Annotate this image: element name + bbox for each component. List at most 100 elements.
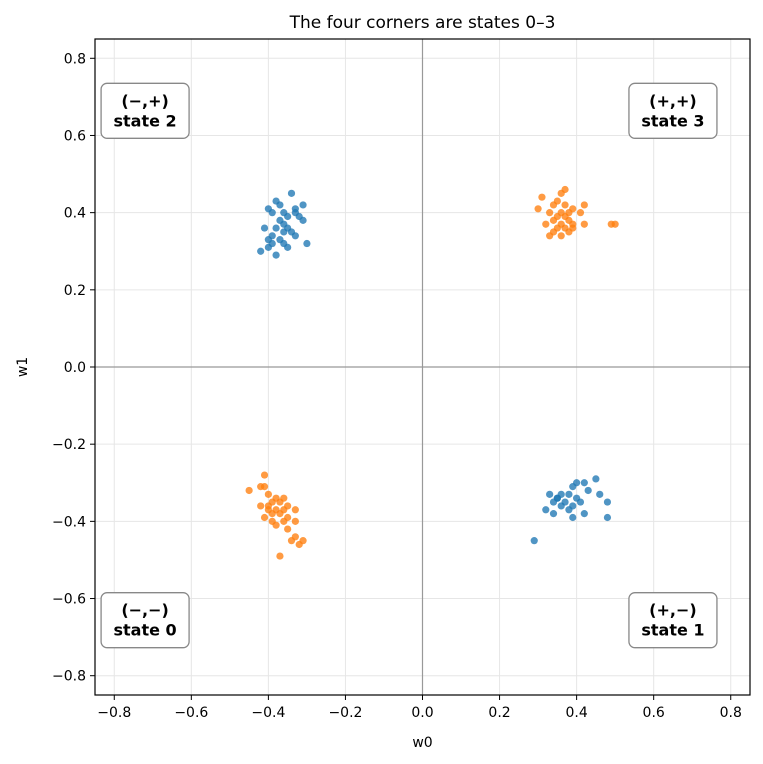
corner-label-box: (+,+)state 3: [628, 82, 718, 139]
x-tick-label: 0.4: [565, 705, 587, 721]
corner-label-frame: [100, 592, 190, 649]
corner-label-frame: [100, 82, 190, 139]
scatter-point-series-1: [546, 232, 554, 240]
scatter-point-series-0: [268, 209, 276, 217]
y-tick-label: −0.4: [52, 514, 86, 530]
corner-label-frame: [628, 592, 718, 649]
corner-label-sign: (−,+): [121, 91, 169, 110]
x-tick-label: 0.8: [720, 705, 742, 721]
scatter-point-series-1: [260, 471, 269, 479]
scatter-point-series-0: [584, 486, 592, 495]
scatter-point-series-0: [569, 513, 577, 522]
scatter-point-series-1: [280, 517, 288, 525]
scatter-point-series-0: [268, 239, 276, 248]
scatter-point-series-0: [284, 243, 292, 251]
scatter-point-series-1: [538, 193, 546, 201]
scatter-point-series-0: [603, 513, 612, 522]
x-tick-label: −0.6: [174, 705, 208, 721]
y-tick-label: 0.4: [64, 206, 86, 222]
scatter-point-series-0: [272, 251, 280, 259]
scatter-point-series-0: [291, 209, 299, 217]
x-tick-label: −0.8: [97, 705, 131, 721]
scatter-point-series-1: [557, 232, 565, 240]
scatter-point-series-1: [257, 483, 265, 491]
corner-label-state: state 1: [641, 621, 704, 640]
scatter-point-series-1: [276, 552, 284, 560]
scatter-point-series-1: [291, 517, 299, 525]
y-tick-label: 0.8: [64, 51, 86, 67]
y-tick-label: 0.0: [64, 360, 86, 376]
scatter-point-series-1: [276, 498, 284, 506]
scatter-point-series-1: [287, 537, 296, 545]
scatter-point-series-0: [549, 510, 558, 518]
scatter-point-series-1: [561, 201, 569, 209]
scatter-point-series-0: [280, 228, 288, 236]
scatter-point-series-1: [534, 205, 542, 213]
corner-label-frame: [628, 82, 718, 139]
x-tick-label: 0.2: [488, 705, 510, 721]
scatter-point-series-0: [565, 506, 573, 514]
corner-label-sign: (−,−): [121, 601, 169, 620]
scatter-point-series-0: [257, 247, 265, 255]
corner-label-state: state 2: [114, 111, 177, 130]
y-axis-label: w1: [15, 357, 31, 377]
scatter-point-series-1: [549, 201, 558, 209]
corner-label-sign: (+,+): [649, 91, 697, 110]
scatter-point-series-1: [569, 224, 577, 232]
scatter-point-series-0: [530, 537, 538, 545]
y-axis-ticks: −0.8 −0.6 −0.4 −0.2 0.0 0.2 0.4 0.6 0.8: [52, 51, 95, 685]
corner-label-state: state 3: [641, 111, 704, 130]
scatter-point-series-0: [303, 239, 311, 248]
scatter-point-series-0: [260, 224, 269, 232]
scatter-point-series-1: [295, 540, 303, 549]
scatter-point-series-0: [580, 479, 588, 487]
scatter-point-series-1: [276, 510, 284, 518]
scatter-point-series-1: [291, 506, 299, 514]
scatter-point-series-1: [580, 220, 588, 228]
scatter-point-series-1: [264, 506, 272, 514]
scatter-point-series-0: [291, 232, 299, 240]
scatter-point-series-1: [549, 216, 558, 224]
scatter-point-series-1: [576, 209, 585, 217]
y-tick-label: 0.2: [64, 283, 86, 299]
corner-label-box: (−,+)state 2: [100, 82, 190, 139]
scatter-point-series-0: [596, 490, 604, 498]
corner-label-box: (+,−)state 1: [628, 592, 718, 649]
chart-title: The four corners are states 0–3: [289, 13, 556, 33]
scatter-point-series-0: [276, 201, 284, 209]
scatter-point-series-1: [272, 521, 280, 529]
scatter-point-series-1: [580, 201, 588, 209]
scatter-point-series-1: [284, 525, 292, 533]
scatter-point-series-0: [542, 506, 550, 514]
scatter-point-series-1: [546, 209, 554, 217]
scatter-point-series-0: [284, 212, 292, 221]
corner-label-sign: (+,−): [649, 601, 697, 620]
scatter-point-series-1: [260, 513, 269, 522]
scatter-point-series-0: [272, 224, 280, 232]
scatter-point-series-1: [264, 490, 272, 498]
scatter-point-series-0: [569, 483, 577, 491]
scatter-point-series-0: [299, 201, 307, 209]
corner-label-state: state 0: [114, 621, 177, 640]
scatter-point-series-1: [542, 220, 550, 228]
scatter-point-series-0: [580, 510, 588, 518]
scatter-point-series-1: [257, 502, 265, 510]
scatter-point-series-0: [603, 498, 612, 506]
x-tick-label: 0.0: [411, 705, 433, 721]
x-axis-ticks: −0.8 −0.6 −0.4 −0.2 0.0 0.2 0.4 0.6 0.8: [97, 695, 742, 721]
scatter-point-series-1: [611, 220, 619, 228]
scatter-point-series-0: [299, 216, 307, 224]
scatter-point-series-0: [565, 490, 573, 498]
y-tick-label: −0.2: [52, 437, 86, 453]
scatter-point-series-1: [557, 189, 565, 197]
y-tick-label: −0.8: [52, 669, 86, 685]
scatter-point-series-1: [245, 486, 253, 495]
scatter-point-series-0: [553, 494, 561, 502]
x-tick-label: 0.6: [643, 705, 665, 721]
scatter-point-series-0: [573, 494, 581, 502]
x-axis-label: w0: [412, 735, 432, 751]
x-tick-label: −0.4: [251, 705, 285, 721]
y-tick-label: 0.6: [64, 128, 86, 144]
scatter-point-series-0: [287, 189, 296, 197]
